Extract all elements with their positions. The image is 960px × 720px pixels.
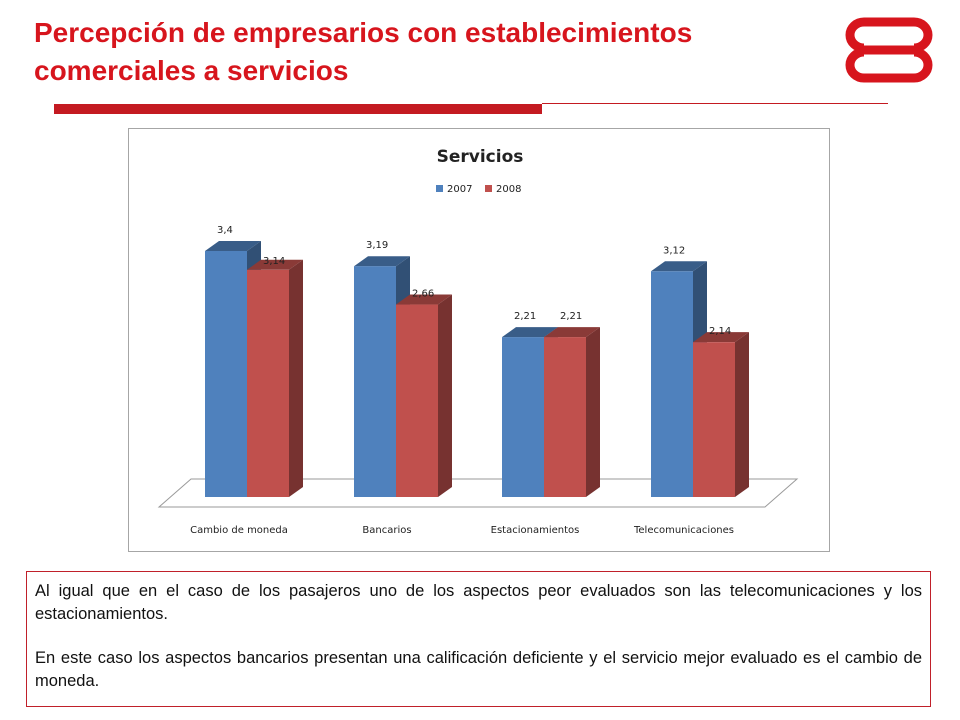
legend-swatch-2008 [485,185,492,192]
bars [205,241,749,497]
page-title: Percepción de empresarios con establecim… [34,17,693,86]
category-label-0: Cambio de moneda [190,525,288,536]
legend-label-2008: 2008 [496,184,521,195]
bar-2008-3 [693,332,749,497]
category-label-1: Bancarios [362,525,411,536]
description-box: Al igual que en el caso de los pasajeros… [26,571,931,707]
floor-plane [157,478,799,508]
category-label-3: Telecomunicaciones [633,525,734,536]
data-label-2008-0: 3,14 [263,256,285,267]
data-label-2007-2: 2,21 [514,311,536,322]
legend-swatch-2007 [436,185,443,192]
chart-title: Servicios [437,147,524,167]
title-underline-thick [54,104,542,114]
chart: Servicios 2007 2008 3,4 3,14 3,19 2,66 2,21 2,… [128,128,830,552]
description-paragraph-2: En este caso los aspectos bancarios pres… [35,649,922,690]
legend-label-2007: 2007 [447,184,472,195]
logo [845,17,933,83]
data-labels: 3,4 3,14 3,19 2,66 2,21 2,21 3,12 2,14 [217,225,731,337]
data-label-2007-0: 3,4 [217,225,233,236]
category-label-2: Estacionamientos [491,525,580,536]
data-label-2008-1: 2,66 [412,289,434,300]
bar-2008-1 [396,294,452,497]
data-label-2008-2: 2,21 [560,311,582,322]
data-label-2008-3: 2,14 [709,326,731,337]
description-paragraph-1: Al igual que en el caso de los pasajeros… [35,582,922,623]
title-underline-thin [542,103,888,104]
chart-floor [157,478,799,508]
category-labels: Cambio de moneda Bancarios Estacionamiento… [190,525,734,536]
data-label-2007-1: 3,19 [366,240,388,251]
legend: 2007 2008 [436,184,521,195]
chart-svg: Servicios 2007 2008 3,4 3,14 3,19 2,66 2,21 2,… [157,147,799,536]
bar-2008-2 [544,327,600,497]
data-label-2007-3: 3,12 [663,245,685,256]
bar-2008-0 [247,259,303,497]
